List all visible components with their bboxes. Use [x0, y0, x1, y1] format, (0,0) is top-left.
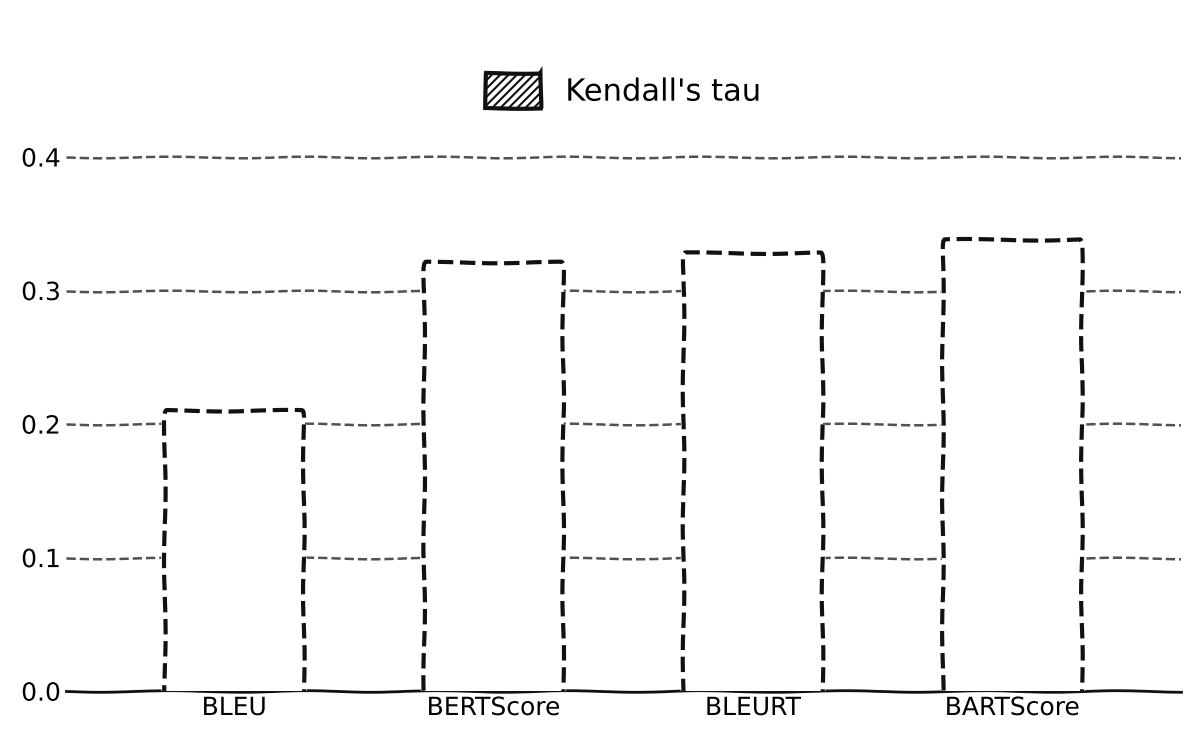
Legend: Kendall's tau: Kendall's tau	[470, 58, 776, 124]
FancyBboxPatch shape	[945, 250, 1079, 691]
FancyBboxPatch shape	[427, 273, 561, 691]
FancyBboxPatch shape	[167, 422, 302, 691]
FancyBboxPatch shape	[685, 264, 821, 691]
